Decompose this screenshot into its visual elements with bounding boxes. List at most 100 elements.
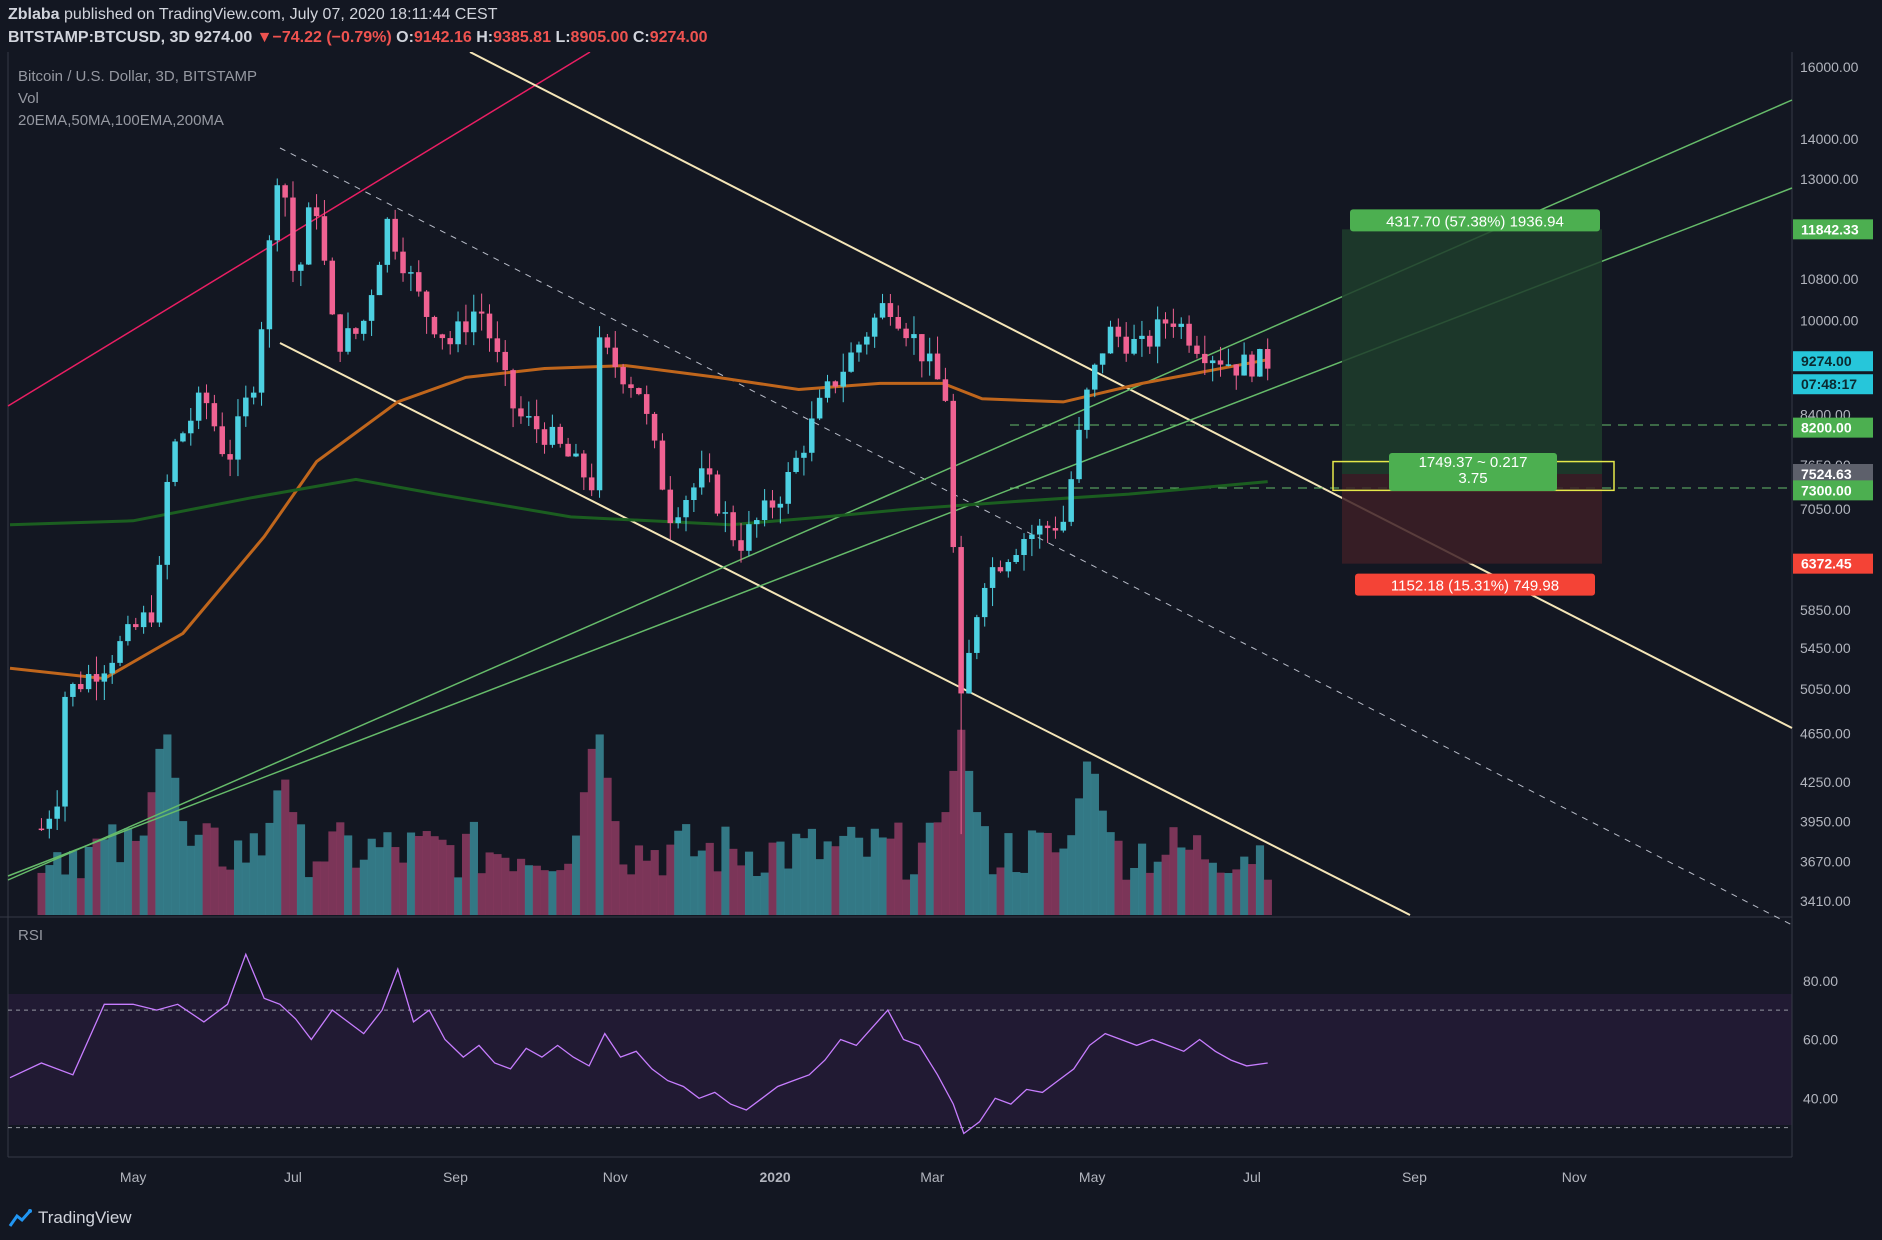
- candle: [801, 452, 807, 458]
- author-name[interactable]: Zblaba: [8, 6, 60, 23]
- risk-reward-label[interactable]: [1389, 453, 1557, 491]
- target-label-text: 4317.70 (57.38%) 1936.94: [1386, 213, 1564, 230]
- ohlc-line: BITSTAMP:BTCUSD, 3D 9274.00 ▼−74.22 (−0.…: [8, 29, 708, 47]
- candle: [313, 207, 320, 217]
- candle: [1202, 353, 1208, 364]
- candle: [282, 185, 288, 198]
- volume-bar: [839, 835, 848, 915]
- candle: [46, 818, 53, 829]
- volume-bar: [1098, 810, 1107, 915]
- volume-bar: [1035, 832, 1044, 915]
- risk-reward-label-text: 3.75: [1458, 470, 1487, 487]
- rsi-title[interactable]: RSI: [18, 927, 43, 944]
- volume-bar: [1106, 832, 1115, 915]
- volume-bar: [194, 834, 203, 915]
- close-value: 9274.00: [649, 29, 708, 46]
- candle: [109, 662, 115, 674]
- candle: [620, 366, 626, 385]
- candle: [140, 612, 147, 628]
- volume-bar: [627, 874, 636, 915]
- volume-bar: [619, 864, 628, 915]
- volume-bar: [752, 876, 761, 915]
- time-tick-label: Jul: [1243, 1169, 1261, 1185]
- candle: [1162, 319, 1169, 324]
- time-tick-label: Nov: [1562, 1169, 1587, 1185]
- candle: [1249, 354, 1255, 377]
- candle: [526, 416, 532, 418]
- candle: [769, 500, 776, 508]
- rsi-band-fill: [8, 994, 1792, 1125]
- volume-bar: [784, 868, 793, 915]
- stop-label[interactable]: [1355, 573, 1595, 596]
- candle: [266, 240, 273, 330]
- pink-trendline: [7, 52, 591, 407]
- ma100-line: [9, 358, 1268, 681]
- symbol-label[interactable]: BITSTAMP:BTCUSD, 3D: [8, 29, 190, 46]
- price-change: −74.22 (−0.79%): [272, 29, 392, 46]
- volume-bar: [658, 875, 667, 915]
- candle: [250, 392, 257, 398]
- upper-channel-line: [469, 52, 1793, 729]
- volume-bar: [438, 839, 447, 915]
- volume-bar: [469, 821, 479, 915]
- price-tick-label: 4650.00: [1800, 726, 1851, 742]
- candle: [565, 443, 571, 457]
- volume-bar: [179, 821, 188, 915]
- volume-bar: [147, 792, 156, 915]
- volume-bar: [642, 860, 651, 915]
- candle: [643, 394, 650, 414]
- candle: [761, 500, 768, 521]
- open-value: 9142.16: [413, 29, 472, 46]
- volume-bar: [878, 837, 887, 915]
- candle: [1257, 349, 1263, 377]
- candle: [911, 334, 917, 339]
- volume-bar: [792, 833, 801, 915]
- volume-bar: [894, 822, 903, 915]
- volume-bar: [281, 779, 290, 915]
- tradingview-logo-icon[interactable]: [8, 1208, 32, 1228]
- chart-header: Zblaba published on TradingView.com, Jul…: [0, 0, 1882, 52]
- high-value: 9385.81: [493, 29, 551, 46]
- volume-bar: [972, 812, 982, 915]
- candle: [227, 454, 233, 460]
- volume-bar: [799, 838, 809, 915]
- volume-bar: [1193, 835, 1202, 915]
- volume-bar: [729, 848, 738, 915]
- price-badge: [1793, 374, 1873, 395]
- legend-title[interactable]: Bitcoin / U.S. Dollar, 3D, BITSTAMP: [18, 68, 257, 85]
- candle: [533, 416, 540, 430]
- legend-volume[interactable]: Vol: [18, 90, 39, 107]
- candle: [903, 328, 909, 339]
- down-arrow-icon: ▼: [256, 29, 273, 46]
- rsi-line: [9, 952, 1268, 1135]
- volume-bar: [886, 838, 895, 915]
- legend-mas[interactable]: 20EMA,50MA,100EMA,200MA: [18, 112, 224, 129]
- candle: [722, 512, 729, 514]
- time-tick-label: May: [1079, 1169, 1105, 1185]
- candle: [1154, 319, 1161, 347]
- volume-bar: [1130, 867, 1139, 915]
- volume-bar: [556, 870, 565, 915]
- candle: [714, 474, 721, 514]
- tradingview-brand[interactable]: TradingView: [38, 1208, 132, 1227]
- candle: [754, 520, 760, 525]
- price-tick-label: 14000.00: [1800, 131, 1859, 147]
- candle: [298, 264, 304, 271]
- candle: [211, 403, 218, 427]
- volume-bar: [202, 823, 211, 915]
- stop-label-text: 1152.18 (15.31%) 749.98: [1391, 578, 1559, 595]
- candle: [172, 441, 178, 482]
- volume-bar: [579, 792, 589, 915]
- candle: [274, 185, 281, 241]
- last-price: 9274.00: [194, 29, 253, 46]
- candle: [730, 512, 736, 541]
- candle: [368, 295, 375, 321]
- volume-bar: [391, 847, 400, 915]
- candle: [203, 392, 210, 404]
- target-label[interactable]: [1350, 209, 1600, 232]
- volume-bar: [509, 871, 518, 915]
- price-badge-label: 7300.00: [1801, 482, 1852, 498]
- candle: [1029, 534, 1035, 539]
- volume-bar: [831, 846, 840, 915]
